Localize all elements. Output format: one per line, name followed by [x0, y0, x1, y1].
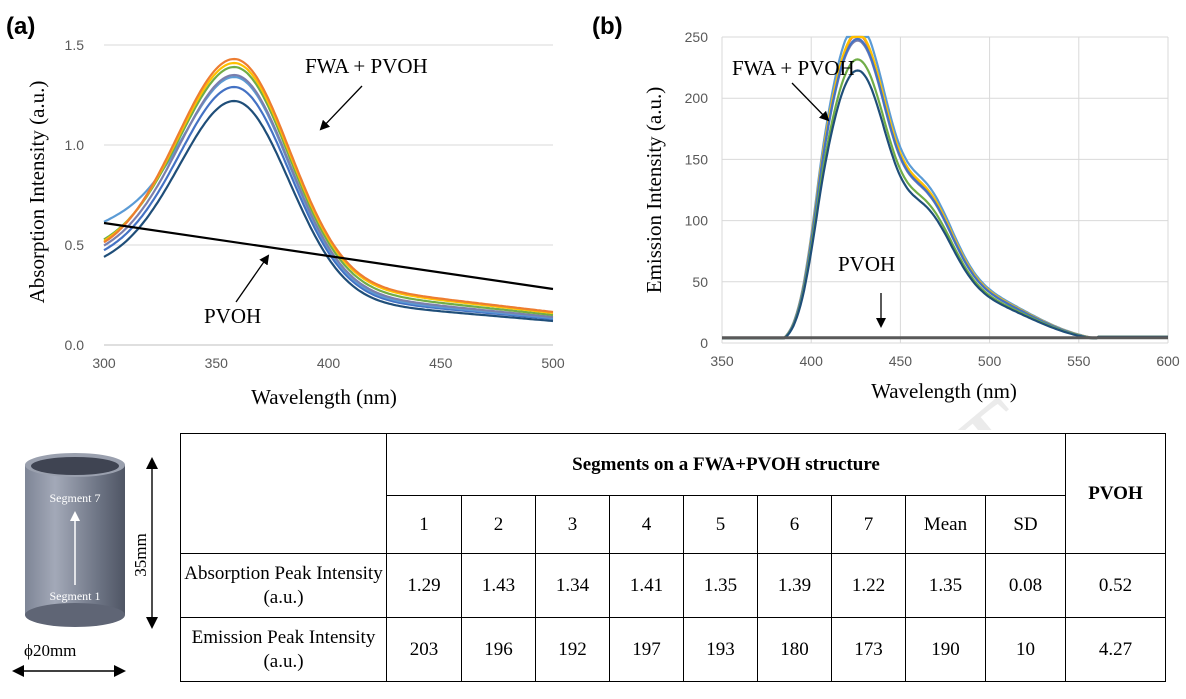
diameter-label: ϕ20mm	[24, 641, 76, 660]
x-tick-label: 600	[1156, 353, 1180, 369]
column-header: 6	[757, 495, 832, 554]
table-cell: 1.22	[831, 553, 906, 618]
x-tick-label: 300	[92, 355, 116, 371]
table-row: Emission Peak Intensity (a.u.) 203 196 1…	[180, 617, 1166, 682]
column-header: 3	[535, 495, 610, 554]
y-tick-label: 1.0	[65, 137, 85, 153]
table-cell: 1.34	[535, 553, 610, 618]
table-cell: 192	[535, 617, 610, 682]
segment-top-label: Segment 7	[50, 491, 101, 505]
segments-group-header: Segments on a FWA+PVOH structure	[386, 433, 1066, 496]
column-header: 2	[461, 495, 536, 554]
series-line-4	[722, 35, 1168, 340]
series-line-3	[722, 39, 1168, 340]
pvoh-annotation: PVOH	[204, 304, 261, 328]
table-cell: 1.35	[905, 553, 986, 618]
column-header: 7	[831, 495, 906, 554]
column-header-mean: Mean	[905, 495, 986, 554]
x-tick-label: 450	[429, 355, 453, 371]
series-line-5	[103, 65, 554, 317]
peak-intensity-table: Segments on a FWA+PVOH structure PVOH 1 …	[180, 433, 1166, 682]
y-tick-label: 150	[685, 151, 709, 167]
row-label: Emission Peak Intensity (a.u.)	[180, 617, 387, 682]
x-tick-label: 350	[710, 353, 734, 369]
series-line-5	[722, 37, 1168, 340]
y-axis-title: Absorption Intensity (a.u.)	[25, 81, 49, 304]
x-axis-title: Wavelength (nm)	[251, 385, 397, 409]
tube-bottom	[25, 603, 125, 627]
table-cell: 196	[461, 617, 536, 682]
table-cell: 1.35	[683, 553, 758, 618]
y-tick-label: 0	[700, 335, 708, 351]
height-label: 35mm	[131, 533, 150, 576]
series-line-1	[722, 35, 1168, 340]
table-row: Absorption Peak Intensity (a.u.) 1.29 1.…	[180, 553, 1166, 618]
table-cell: 1.43	[461, 553, 536, 618]
series-line-7	[722, 69, 1168, 340]
x-tick-label: 450	[889, 353, 913, 369]
table-cell: 1.41	[609, 553, 684, 618]
segment-diagram: Segment 7 Segment 1 35mm ϕ20mm	[12, 453, 158, 677]
series-line-2	[722, 35, 1168, 340]
x-tick-label: 400	[800, 353, 824, 369]
pvoh-header: PVOH	[1065, 433, 1166, 554]
table-cell: 1.39	[757, 553, 832, 618]
series-line-6	[103, 61, 554, 315]
series-line-3	[103, 75, 554, 320]
series-line-7	[103, 57, 554, 314]
column-header: 1	[386, 495, 462, 554]
row-label: Absorption Peak Intensity (a.u.)	[180, 553, 387, 618]
table-cell: 173	[831, 617, 906, 682]
table-cell: 190	[905, 617, 986, 682]
column-header: 4	[609, 495, 684, 554]
segment-bottom-label: Segment 1	[50, 589, 101, 603]
series-line-2	[103, 85, 554, 321]
x-tick-label: 400	[317, 355, 341, 371]
table-cell: 180	[757, 617, 832, 682]
fwa-pvoh-annotation: FWA + PVOH	[305, 54, 428, 78]
tube-opening	[31, 457, 119, 475]
y-tick-label: 250	[685, 29, 709, 45]
series-line-8	[103, 221, 554, 291]
pvoh-arrow	[235, 254, 270, 303]
absorption-chart: (a) 0.0 0.5 1.0 1.5 300 350 400 450 500 Waveleng…	[6, 13, 565, 409]
y-tick-label: 50	[692, 274, 708, 290]
series-line-1	[103, 99, 554, 323]
panel-b-label: (b)	[592, 13, 623, 40]
fwa-arrow	[319, 85, 363, 131]
x-tick-label: 500	[978, 353, 1002, 369]
column-header: 5	[683, 495, 758, 554]
x-axis-title: Wavelength (nm)	[871, 379, 1017, 403]
table-cell: 203	[386, 617, 462, 682]
pvoh-cell: 4.27	[1065, 617, 1166, 682]
table-cell: 197	[609, 617, 684, 682]
table-cell: 0.08	[985, 553, 1066, 618]
corner-cell	[180, 433, 387, 554]
x-tick-label: 350	[205, 355, 229, 371]
series-line-6	[722, 58, 1168, 340]
y-tick-label: 0.0	[65, 337, 85, 353]
y-axis-title: Emission Intensity (a.u.)	[642, 87, 666, 293]
table-cell: 193	[683, 617, 758, 682]
x-tick-label: 550	[1067, 353, 1091, 369]
y-tick-label: 1.5	[65, 37, 85, 53]
panel-a-label: (a)	[6, 13, 35, 40]
column-header-sd: SD	[985, 495, 1066, 554]
y-tick-label: 0.5	[65, 237, 85, 253]
y-tick-label: 100	[685, 213, 709, 229]
fwa-pvoh-annotation: FWA + PVOH	[732, 56, 855, 80]
fwa-arrow	[791, 82, 830, 122]
series-line-4	[103, 73, 554, 319]
pvoh-cell: 0.52	[1065, 553, 1166, 618]
table-cell: 1.29	[386, 553, 462, 618]
x-tick-label: 500	[541, 355, 565, 371]
table-cell: 10	[985, 617, 1066, 682]
emission-chart: (b) 0 50 100 150 200 250 350 400 450 500 550 600 Wa…	[592, 13, 1180, 403]
pvoh-annotation: PVOH	[838, 252, 895, 276]
y-tick-label: 200	[685, 90, 709, 106]
